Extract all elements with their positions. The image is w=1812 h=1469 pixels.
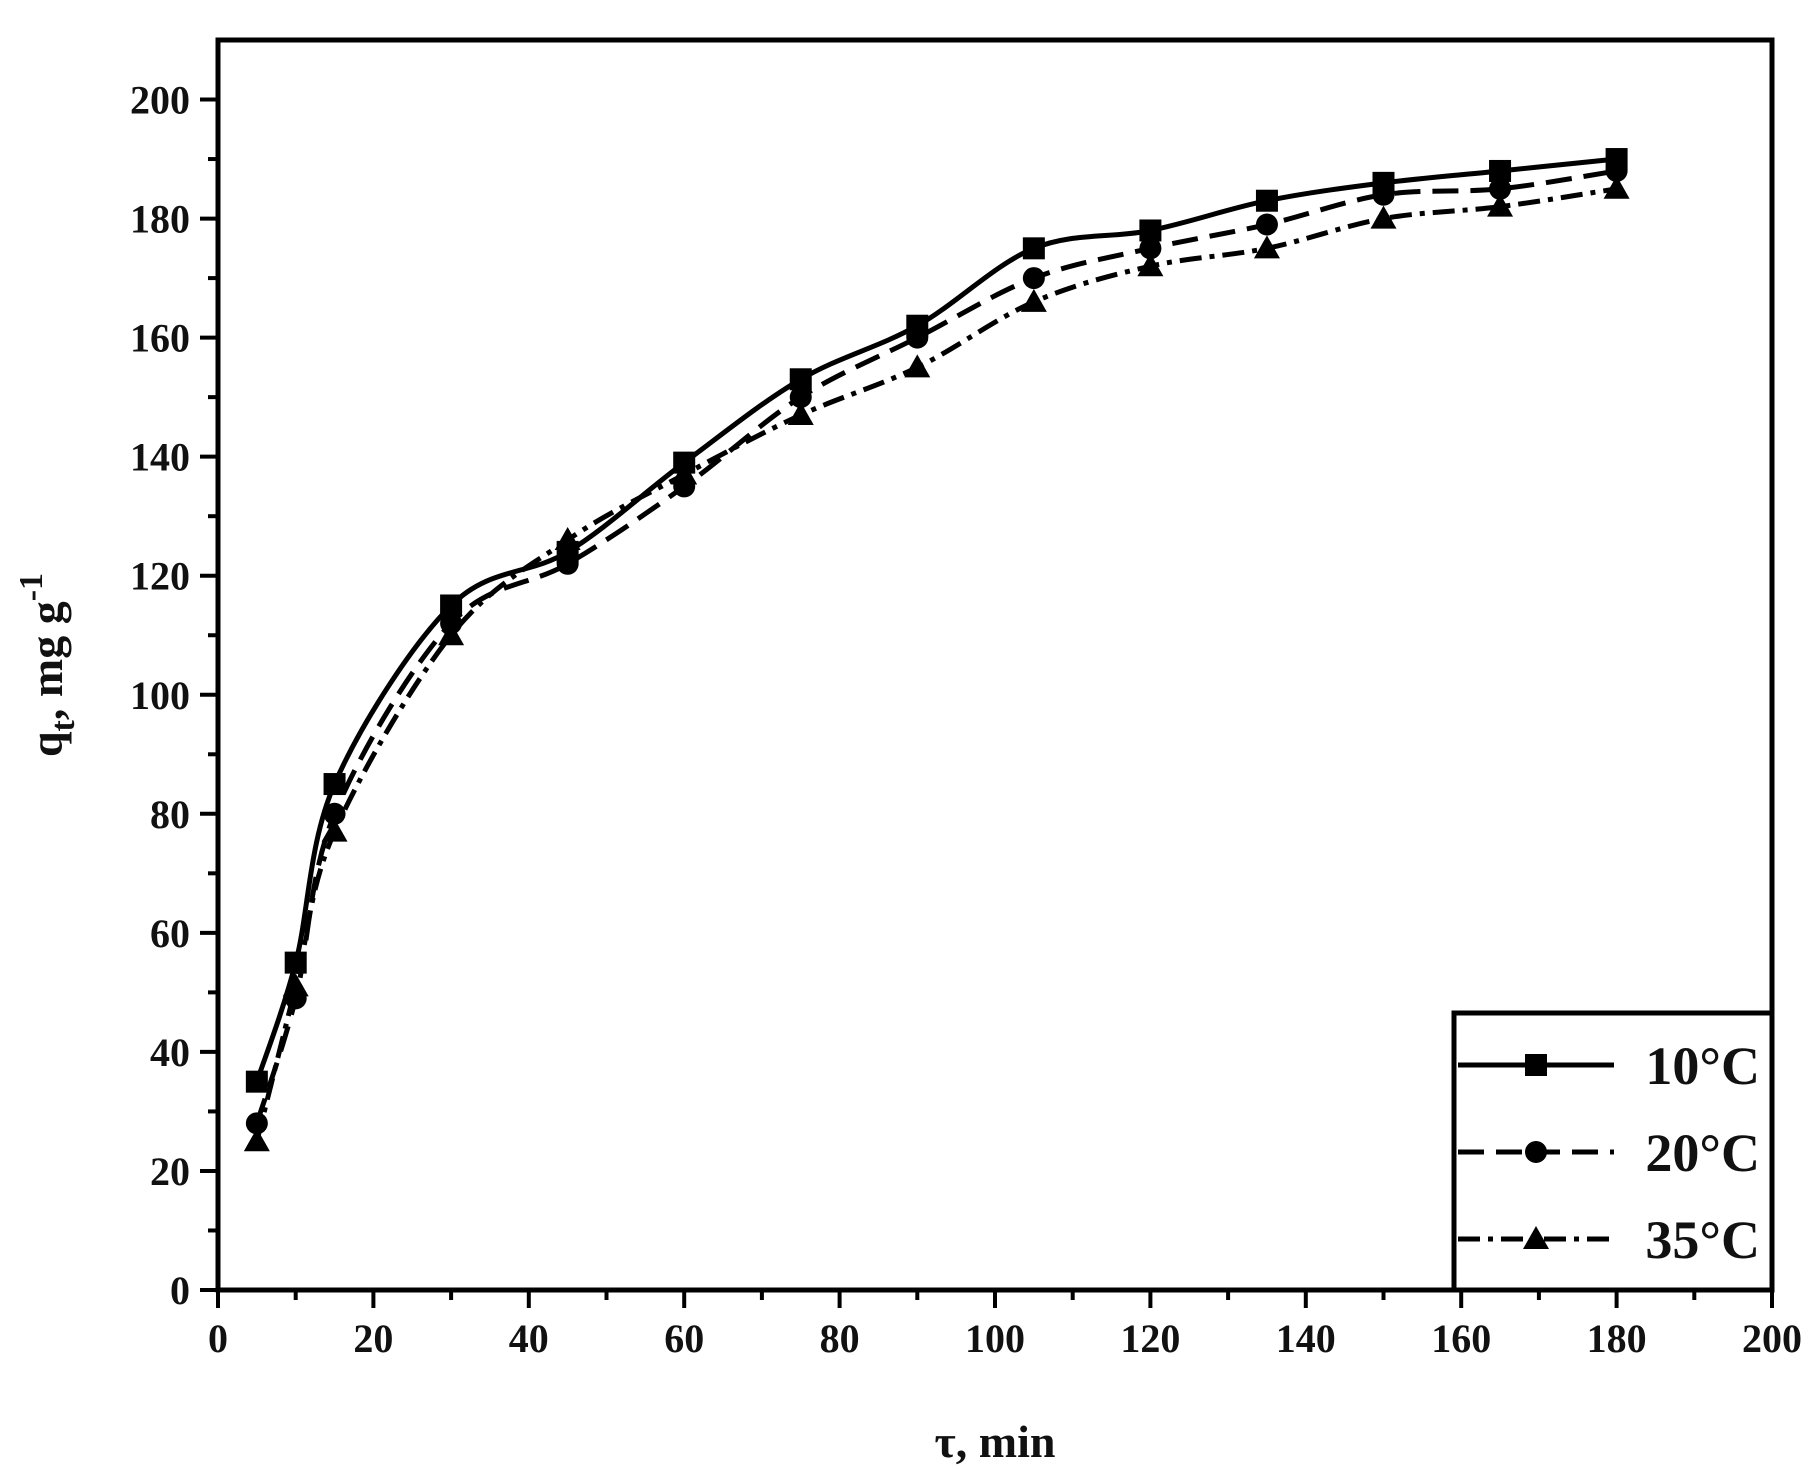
- data-point-series-3: [904, 354, 931, 378]
- data-point-series-1: [1139, 219, 1162, 242]
- data-point-series-3: [554, 527, 581, 550]
- legend-label-1: 10°C: [1645, 1036, 1760, 1096]
- x-tick-label: 160: [1431, 1316, 1491, 1361]
- plot-frame: [215, 37, 1775, 1293]
- data-point-series-3: [282, 973, 309, 997]
- legend-marker-2: [1525, 1141, 1547, 1163]
- data-point-series-3: [243, 1128, 270, 1152]
- data-point-series-2: [1372, 183, 1395, 206]
- x-tick-label: 20: [353, 1316, 393, 1361]
- y-axis-title: qt, mg g-1: [13, 573, 82, 757]
- y-tick-label: 60: [150, 911, 190, 956]
- data-point-series-1: [440, 594, 463, 617]
- y-tick-label: 200: [130, 78, 190, 123]
- x-tick-label: 80: [820, 1316, 860, 1361]
- y-axis-title-main: q: [21, 731, 72, 757]
- data-point-series-1: [1489, 159, 1512, 182]
- data-point-series-3: [438, 622, 465, 646]
- x-axis-title: τ, min: [935, 1416, 1056, 1467]
- data-point-series-3: [1253, 235, 1280, 259]
- data-point-series-2: [1139, 237, 1162, 260]
- y-axis-title-sup: -1: [13, 573, 50, 601]
- data-point-series-2: [789, 386, 812, 409]
- legend-marker-3: [1523, 1226, 1549, 1249]
- legend-label-2: 20°C: [1645, 1123, 1760, 1183]
- y-tick-label: 20: [150, 1149, 190, 1194]
- y-tick-label: 0: [170, 1268, 190, 1313]
- x-tick-label: 180: [1587, 1316, 1647, 1361]
- data-point-series-2: [1022, 267, 1045, 290]
- data-point-series-3: [1137, 253, 1164, 277]
- y-tick-label: 180: [130, 197, 190, 242]
- data-point-series-3: [321, 818, 348, 842]
- y-tick-label: 100: [130, 673, 190, 718]
- data-point-series-2: [556, 552, 579, 575]
- data-point-series-1: [284, 951, 307, 974]
- x-tick-label: 60: [664, 1316, 704, 1361]
- x-tick-label: 120: [1120, 1316, 1180, 1361]
- data-point-series-1: [323, 773, 346, 796]
- y-axis-title-sub: t: [45, 719, 82, 731]
- y-tick-label: 140: [130, 435, 190, 480]
- data-point-series-3: [671, 461, 698, 485]
- series-markers: [243, 148, 1630, 1152]
- data-point-series-2: [1605, 159, 1628, 182]
- data-point-series-2: [323, 802, 346, 825]
- legend-marker-1: [1525, 1054, 1547, 1076]
- data-point-series-2: [245, 1112, 268, 1135]
- data-point-series-3: [1370, 205, 1397, 229]
- data-point-series-2: [1489, 177, 1512, 200]
- x-tick-label: 100: [965, 1316, 1025, 1361]
- data-point-series-3: [1487, 193, 1514, 217]
- legend: 10°C 20°C 35°C: [1451, 1010, 1775, 1293]
- data-point-series-1: [245, 1070, 268, 1093]
- x-tick-label: 200: [1742, 1316, 1802, 1361]
- x-tick-label: 140: [1276, 1316, 1336, 1361]
- data-point-series-3: [1603, 175, 1630, 199]
- data-point-series-1: [1022, 237, 1045, 260]
- legend-label-3: 35°C: [1645, 1210, 1760, 1270]
- data-point-series-1: [1255, 189, 1278, 212]
- x-tick-label: 40: [509, 1316, 549, 1361]
- data-point-series-1: [789, 368, 812, 391]
- y-axis-title-rest: , mg g: [21, 601, 72, 720]
- data-point-series-3: [1020, 288, 1047, 312]
- y-tick-label: 80: [150, 792, 190, 837]
- data-point-series-2: [906, 326, 929, 349]
- x-tick-label: 0: [208, 1316, 228, 1361]
- data-point-series-2: [1255, 213, 1278, 236]
- y-tick-label: 160: [130, 316, 190, 361]
- y-tick-label: 120: [130, 554, 190, 599]
- y-tick-label: 40: [150, 1030, 190, 1075]
- data-point-series-3: [787, 402, 814, 425]
